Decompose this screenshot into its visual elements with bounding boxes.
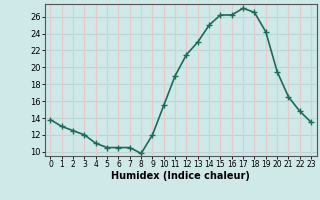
X-axis label: Humidex (Indice chaleur): Humidex (Indice chaleur) [111,171,250,181]
